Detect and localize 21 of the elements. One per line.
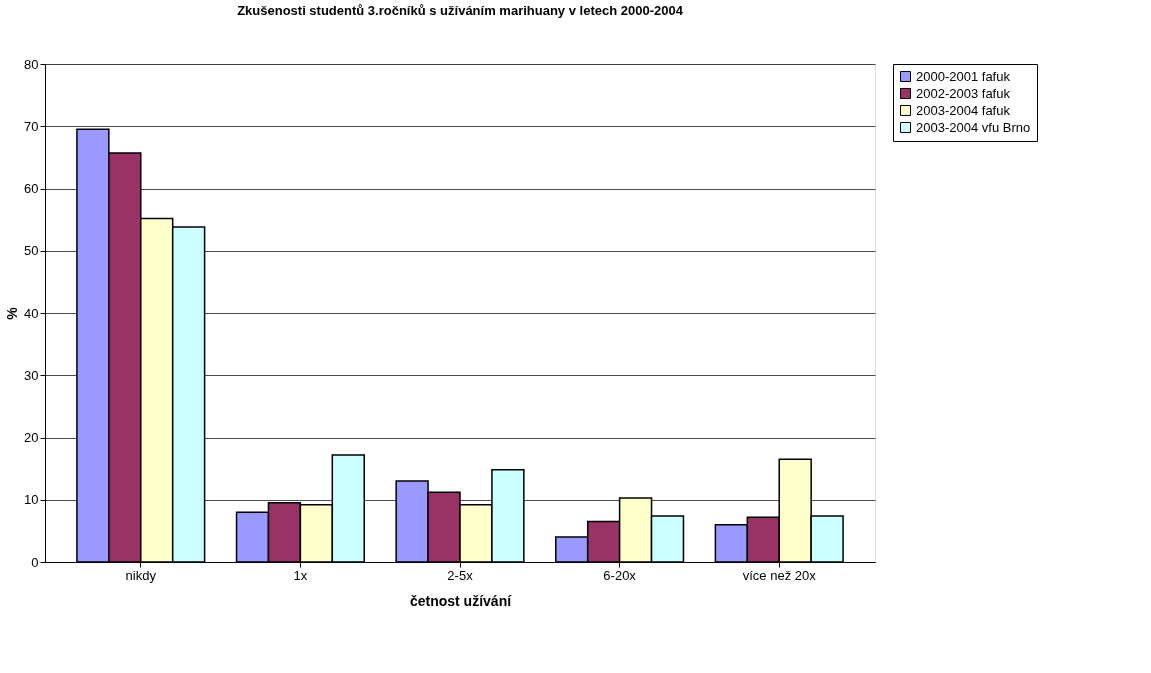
chart-title: Zkušenosti studentů 3.ročníků s užíváním marihuany v letech 2000-2004 xyxy=(237,3,684,18)
x-tick-label: 1x xyxy=(293,567,308,583)
y-tick-label: 0 xyxy=(31,554,39,570)
legend-label: 2002-2003 fafuk xyxy=(916,85,1011,101)
legend-label: 2000-2001 fafuk xyxy=(916,68,1011,84)
y-tick-label: 60 xyxy=(24,181,39,196)
legend-label: 2003-2004 fafuk xyxy=(916,102,1011,118)
y-axis-title: % xyxy=(4,306,21,320)
y-tick-label: 30 xyxy=(24,367,39,383)
y-tick-label: 70 xyxy=(24,118,39,134)
x-tick-label: 6-20x xyxy=(603,567,637,583)
x-axis-title: četnost užívání xyxy=(409,592,513,609)
y-tick-label: 20 xyxy=(24,430,39,445)
y-tick-label: 80 xyxy=(24,56,39,72)
x-tick-label: nikdy xyxy=(125,567,157,583)
y-tick-label: 10 xyxy=(24,492,39,508)
legend-label: 2003-2004 vfu Brno xyxy=(916,119,1031,135)
x-tick-label: 2-5x xyxy=(447,567,474,583)
y-tick-label: 40 xyxy=(24,305,39,321)
x-tick-label: více než 20x xyxy=(742,567,817,583)
y-tick-label: 50 xyxy=(24,243,39,259)
